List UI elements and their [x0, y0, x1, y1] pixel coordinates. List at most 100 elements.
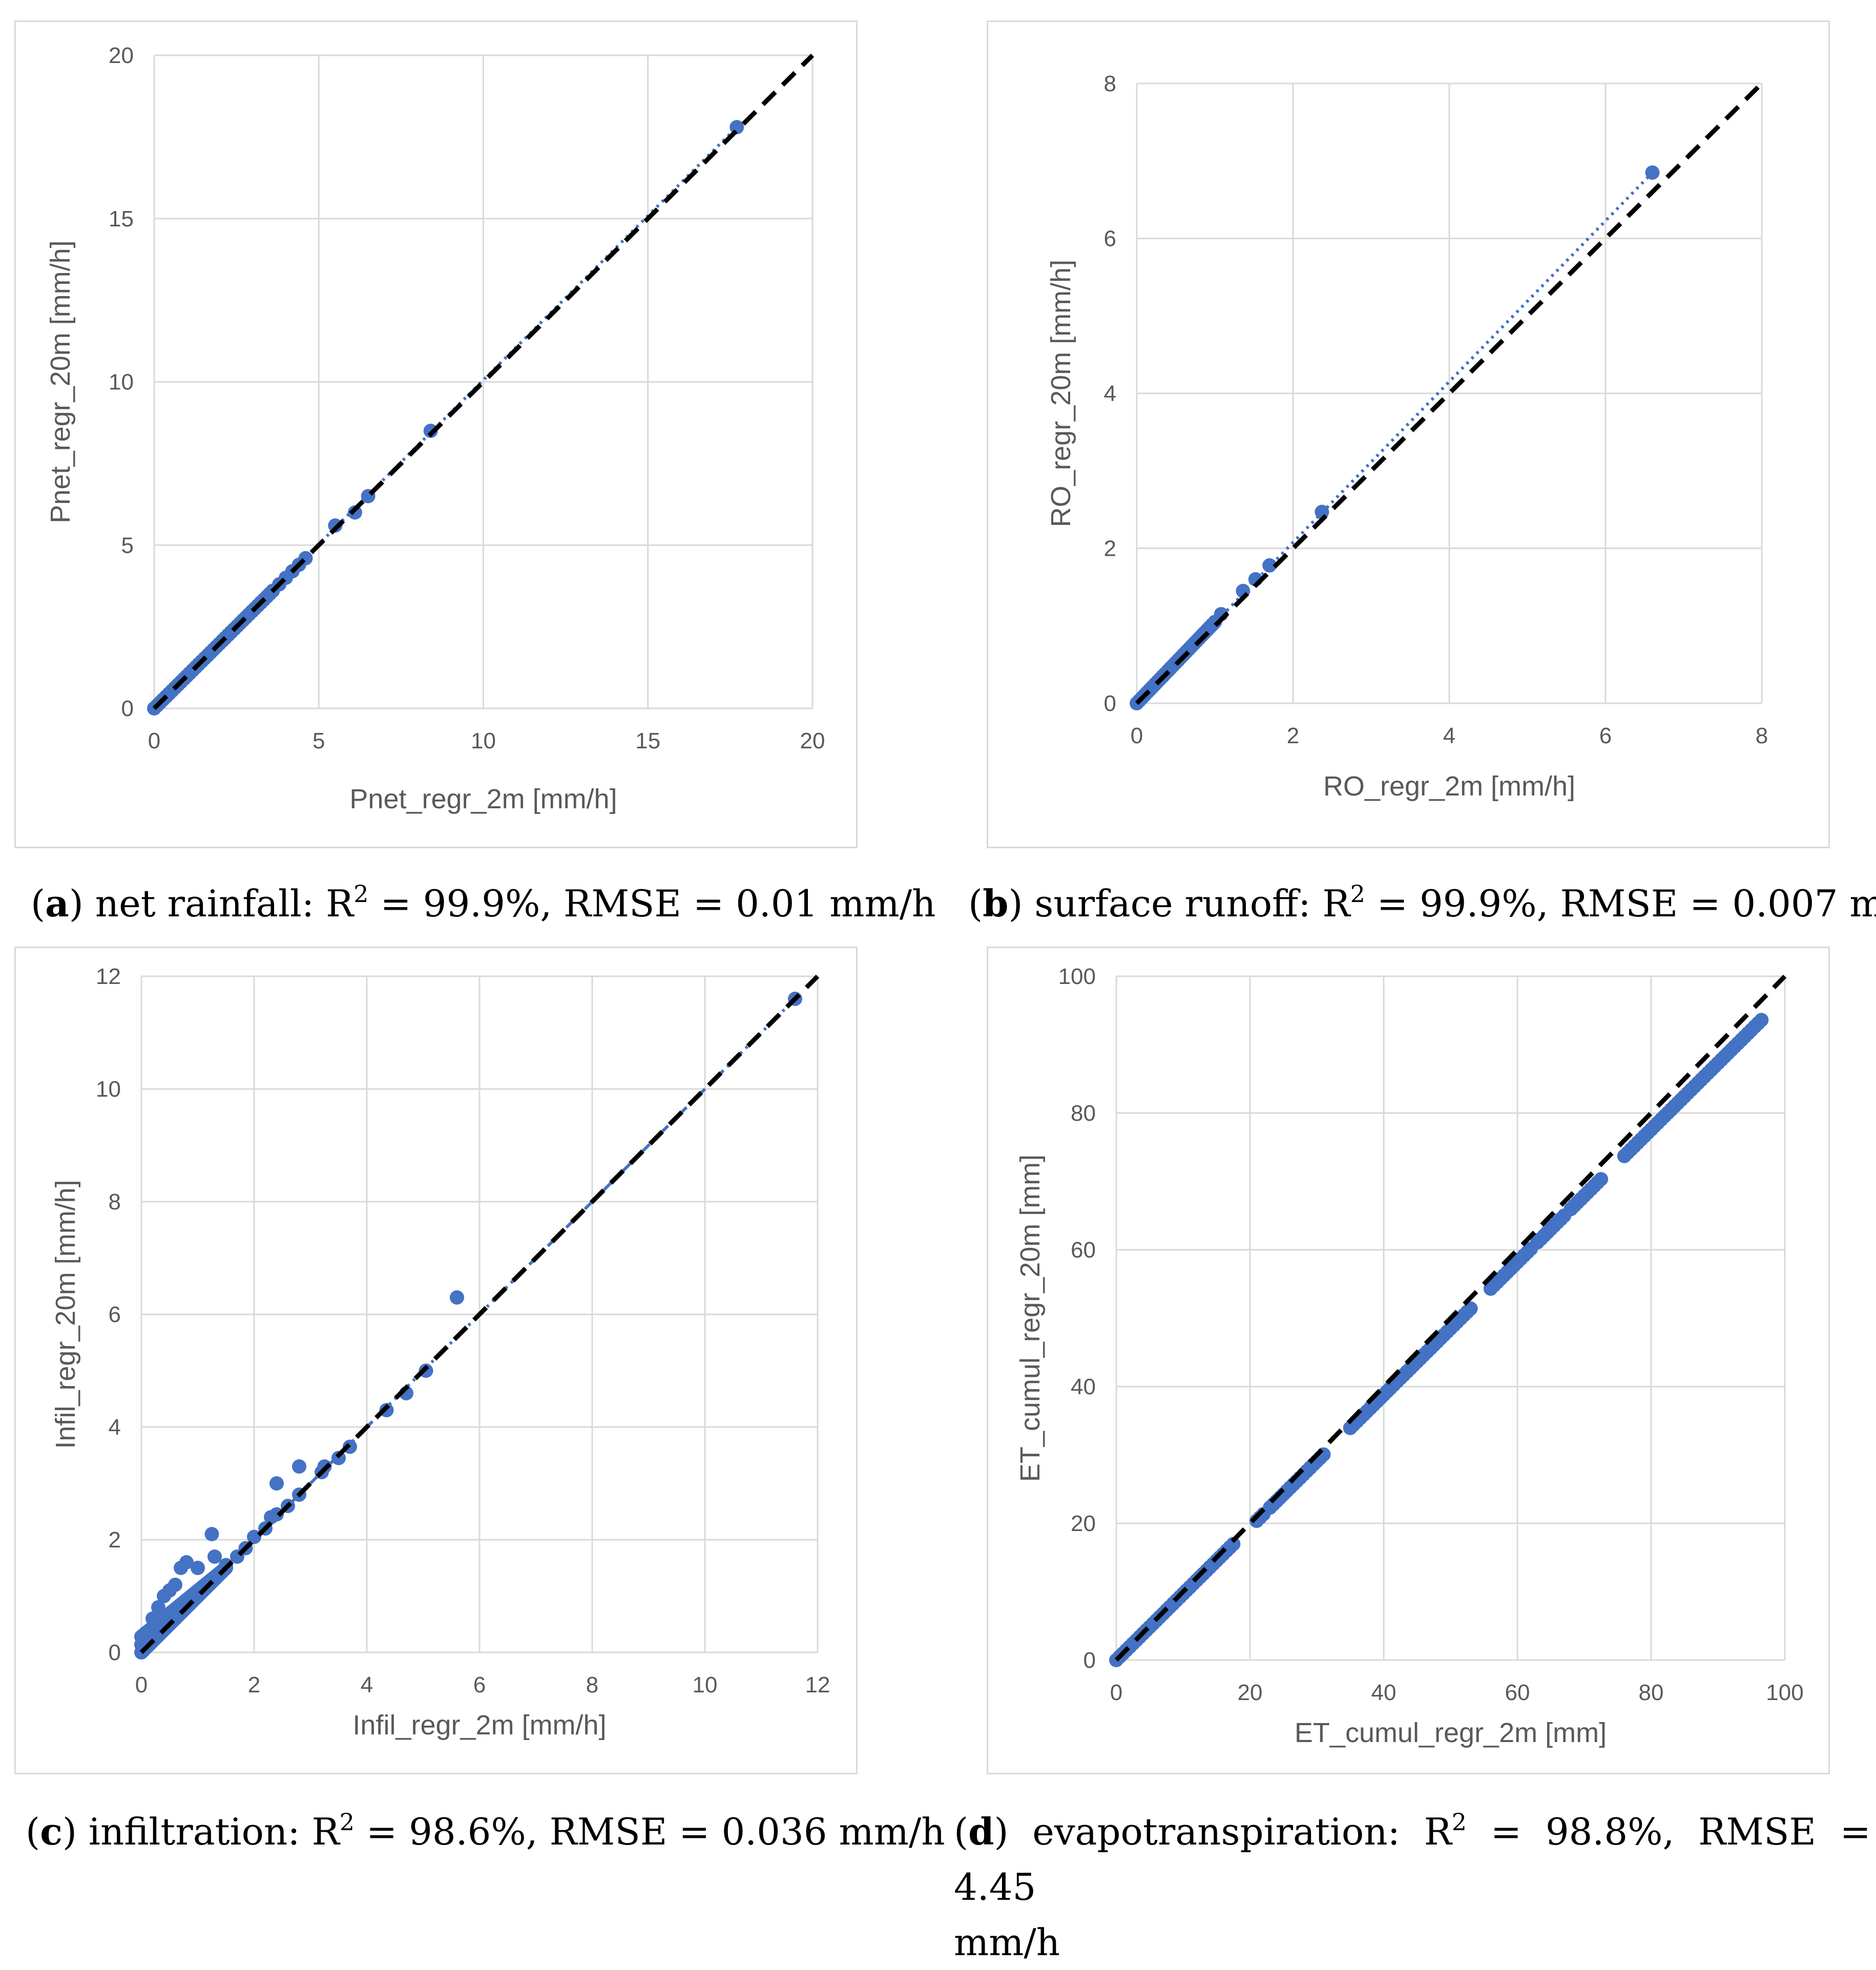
x-tick-label: 2: [1287, 723, 1299, 748]
x-tick-label: 20: [800, 728, 825, 753]
y-axis-title: ET_cumul_regr_20m [mm]: [1015, 1155, 1046, 1482]
caption-c-letter: c: [40, 1810, 62, 1853]
reference-line-1to1: [1135, 81, 1764, 705]
caption-b-letter: b: [983, 882, 1009, 925]
data-points: [1130, 165, 1660, 710]
caption-c-sup: 2: [339, 1808, 355, 1836]
x-tick-label: 6: [1599, 723, 1612, 748]
data-point: [145, 1611, 160, 1626]
data-point: [450, 1290, 464, 1305]
caption-d-line2: mm/h: [954, 1921, 1060, 1964]
y-tick-label: 20: [109, 43, 134, 68]
x-tick-label: 0: [148, 728, 160, 753]
y-tick-label: 4: [1104, 381, 1116, 406]
data-point: [1754, 1013, 1769, 1028]
caption-b-text: surface runoff: R: [1023, 882, 1350, 925]
y-tick-label: 4: [109, 1415, 121, 1440]
y-tick-label: 12: [96, 964, 121, 989]
data-point: [191, 1561, 205, 1575]
x-tick-label: 8: [586, 1672, 598, 1697]
y-tick-label: 8: [1104, 71, 1116, 96]
caption-a-sup: 2: [353, 880, 369, 908]
data-points: [1109, 1013, 1769, 1667]
data-point: [142, 1623, 157, 1637]
y-tick-label: 2: [1104, 536, 1116, 561]
data-point: [174, 1561, 188, 1575]
x-tick-label: 20: [1238, 1680, 1263, 1705]
x-axis-title: Infil_regr_2m [mm/h]: [352, 1710, 606, 1741]
caption-b-sup: 2: [1350, 880, 1365, 908]
chart-panel-a: 0 5 10 15 20 0 5 10 15 20 Pnet_regr_2m [mm/h] Pnet_…: [14, 20, 858, 848]
y-tick-label: 0: [121, 696, 134, 721]
y-tick-label: 60: [1071, 1238, 1096, 1263]
caption-c: (c) infiltration: R2 = 98.6%, RMSE = 0.0…: [26, 1808, 945, 1853]
x-tick-label: 2: [248, 1672, 260, 1697]
x-tick-label: 0: [1110, 1680, 1122, 1705]
x-tick-label: 10: [693, 1672, 718, 1697]
y-tick-label: 40: [1071, 1374, 1096, 1399]
data-point: [1226, 1537, 1241, 1552]
data-point: [269, 1476, 284, 1491]
y-axis-title: RO_regr_20m [mm/h]: [1046, 260, 1076, 527]
x-axis-title: RO_regr_2m [mm/h]: [1323, 771, 1575, 802]
y-tick-label: 6: [109, 1302, 121, 1327]
caption-a-letter: a: [45, 882, 69, 925]
x-tick-label: 60: [1505, 1680, 1530, 1705]
chart-a-svg: 0 5 10 15 20 0 5 10 15 20 Pnet_regr_2m [mm/h] Pnet_…: [45, 43, 825, 814]
y-tick-label: 0: [1104, 691, 1116, 716]
caption-d-sup: 2: [1451, 1808, 1467, 1836]
y-tick-label: 15: [109, 206, 134, 232]
y-tick-label: 10: [109, 370, 134, 395]
x-tick-label: 15: [635, 728, 660, 753]
caption-d-text: evapotranspiration: R: [1008, 1810, 1452, 1853]
data-point: [151, 1600, 165, 1615]
data-point: [1594, 1172, 1609, 1187]
data-point: [1463, 1301, 1478, 1316]
chart-panel-c: 0 2 4 6 8 10 12 0 2 4 6 8 10 12 Infil_regr_2m [mm/h] In…: [14, 947, 858, 1774]
y-axis-title: Pnet_regr_20m [mm/h]: [45, 240, 76, 523]
data-point: [204, 1527, 219, 1541]
caption-d-letter: d: [968, 1810, 994, 1853]
y-tick-label: 5: [121, 533, 134, 558]
data-point: [292, 1459, 306, 1474]
data-point: [207, 1549, 222, 1564]
caption-b: (b) surface runoff: R2 = 99.9%, RMSE = 0…: [968, 876, 1876, 931]
x-tick-label: 0: [135, 1672, 148, 1697]
caption-d-line1: (d) evapotranspiration: R2 = 98.8%, RMSE…: [954, 1808, 1871, 1909]
x-tick-label: 4: [1443, 723, 1455, 748]
caption-b-rest: = 99.9%, RMSE = 0.007 mm/h: [1377, 882, 1876, 925]
x-tick-label: 40: [1371, 1680, 1396, 1705]
caption-a-rest: = 99.9%, RMSE = 0.01 mm/h: [368, 882, 936, 925]
chart-c-svg: 0 2 4 6 8 10 12 0 2 4 6 8 10 12 Infil_regr_2m [mm/h] In…: [50, 964, 830, 1741]
x-axis-title: Pnet_regr_2m [mm/h]: [349, 784, 617, 814]
y-tick-label: 6: [1104, 226, 1116, 252]
x-tick-label: 6: [473, 1672, 486, 1697]
caption-d: (d) evapotranspiration: R2 = 98.8%, RMSE…: [954, 1804, 1871, 1970]
y-tick-label: 80: [1071, 1101, 1096, 1126]
y-tick-label: 2: [109, 1527, 121, 1553]
x-tick-label: 12: [805, 1672, 830, 1697]
y-tick-label: 0: [109, 1640, 121, 1665]
caption-a: (a) net rainfall: R2 = 99.9%, RMSE = 0.0…: [31, 880, 936, 925]
x-tick-label: 8: [1756, 723, 1768, 748]
caption-c-rest: = 98.6%, RMSE = 0.036 mm/h: [354, 1810, 945, 1853]
x-tick-label: 80: [1639, 1680, 1664, 1705]
y-tick-label: 0: [1083, 1648, 1096, 1673]
x-tick-label: 100: [1766, 1680, 1803, 1705]
data-point: [168, 1578, 182, 1592]
chart-b-svg: 0 2 4 6 8 0 2 4 6 8 RO_regr_2m [mm/h] RO_regr_20m […: [1046, 71, 1768, 802]
trendline: [140, 997, 797, 1654]
caption-a-text: net rainfall: R: [83, 882, 354, 925]
chart-d-svg: 0 20 40 60 80 100 0 20 40 60 80 100 ET_cumul_regr_2m…: [1015, 964, 1804, 1748]
data-point: [1262, 558, 1277, 573]
trendline: [153, 126, 738, 710]
x-tick-label: 5: [312, 728, 325, 753]
x-tick-label: 10: [471, 728, 496, 753]
reference-line-1to1: [152, 53, 815, 710]
y-tick-label: 10: [96, 1077, 121, 1102]
data-point: [157, 1589, 171, 1603]
y-axis-title: Infil_regr_20m [mm/h]: [50, 1180, 81, 1449]
x-axis-title: ET_cumul_regr_2m [mm]: [1295, 1717, 1607, 1748]
y-tick-label: 8: [109, 1189, 121, 1214]
chart-panel-d: 0 20 40 60 80 100 0 20 40 60 80 100 ET_cumul_regr_2m…: [987, 947, 1830, 1774]
